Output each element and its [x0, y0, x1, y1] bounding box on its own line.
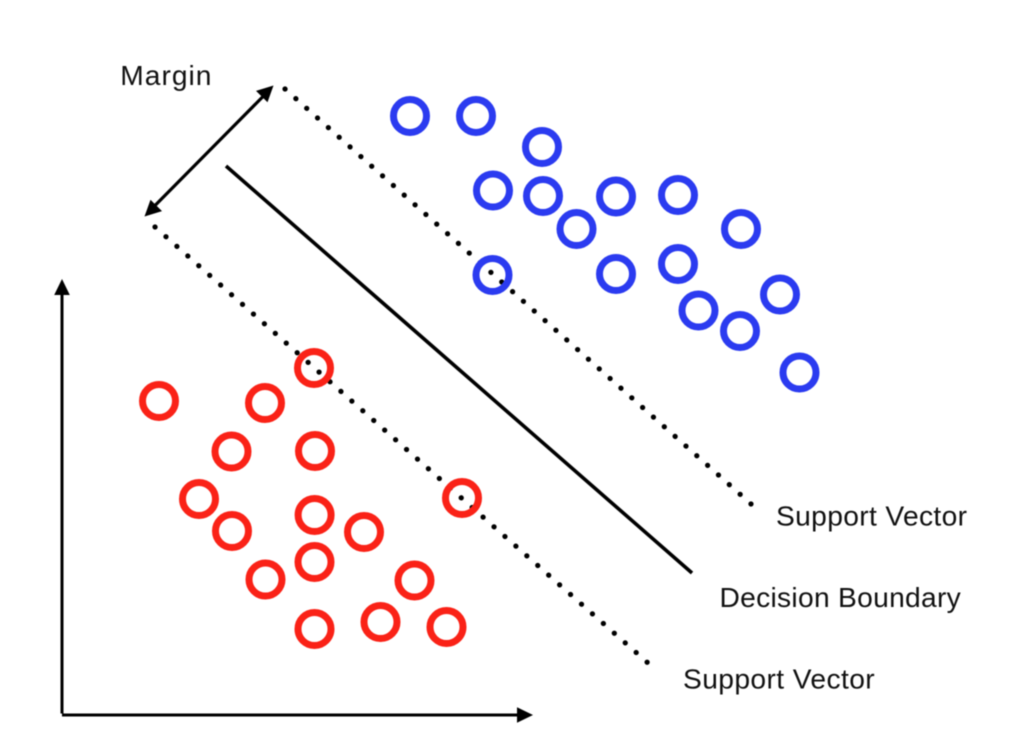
svg-text:Decision Boundary: Decision Boundary	[720, 581, 962, 613]
svg-text:Support Vector: Support Vector	[776, 500, 967, 532]
svg-text:Margin: Margin	[120, 59, 212, 91]
svg-text:Support Vector: Support Vector	[683, 663, 875, 695]
